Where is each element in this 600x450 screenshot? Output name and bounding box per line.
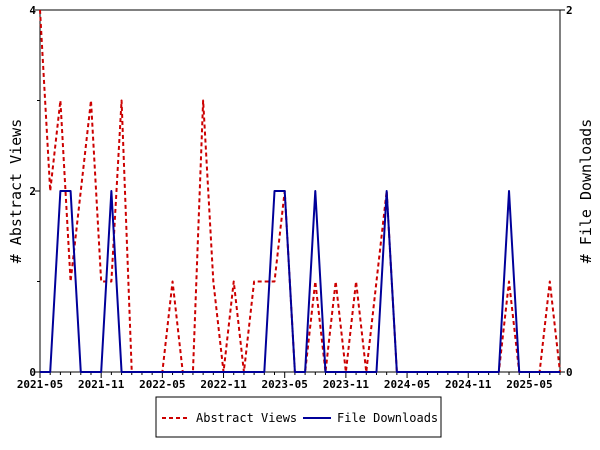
x-axis: 2021-05 2021-11 2022-05 2022-11 2023-05 2023-… [17, 372, 561, 391]
y-axis-left-title: # Abstract Views [7, 119, 25, 264]
y-axis-right-title: # File Downloads [577, 119, 595, 264]
legend: Abstract Views File Downloads [155, 396, 442, 438]
series-layer [39, 9, 561, 373]
x-tick-label: 2023-05 [262, 378, 308, 391]
y-axis-right: 02 [560, 4, 573, 379]
x-tick-label: 2022-05 [139, 378, 185, 391]
x-tick-label: 2025-05 [506, 378, 552, 391]
x-tick-label: 2024-05 [384, 378, 430, 391]
x-tick-label: 2022-11 [200, 378, 247, 391]
y-left-tick-label: 4 [29, 4, 36, 17]
y-right-tick-label: 0 [566, 366, 573, 379]
y-right-tick-label: 2 [566, 4, 573, 17]
y-axis-left: 0 2 4 [29, 4, 40, 379]
legend-label-file-downloads: File Downloads [337, 411, 438, 425]
x-tick-label: 2021-11 [78, 378, 125, 391]
y-left-tick-label: 0 [29, 366, 36, 379]
legend-box [155, 396, 442, 438]
y-left-tick-label: 2 [29, 185, 36, 198]
x-tick-label: 2023-11 [323, 378, 370, 391]
series-line-file-downloads [40, 190, 560, 373]
x-tick-label: 2024-11 [445, 378, 492, 391]
x-tick-label: 2021-05 [17, 378, 63, 391]
legend-label-abstract-views: Abstract Views [196, 411, 297, 425]
